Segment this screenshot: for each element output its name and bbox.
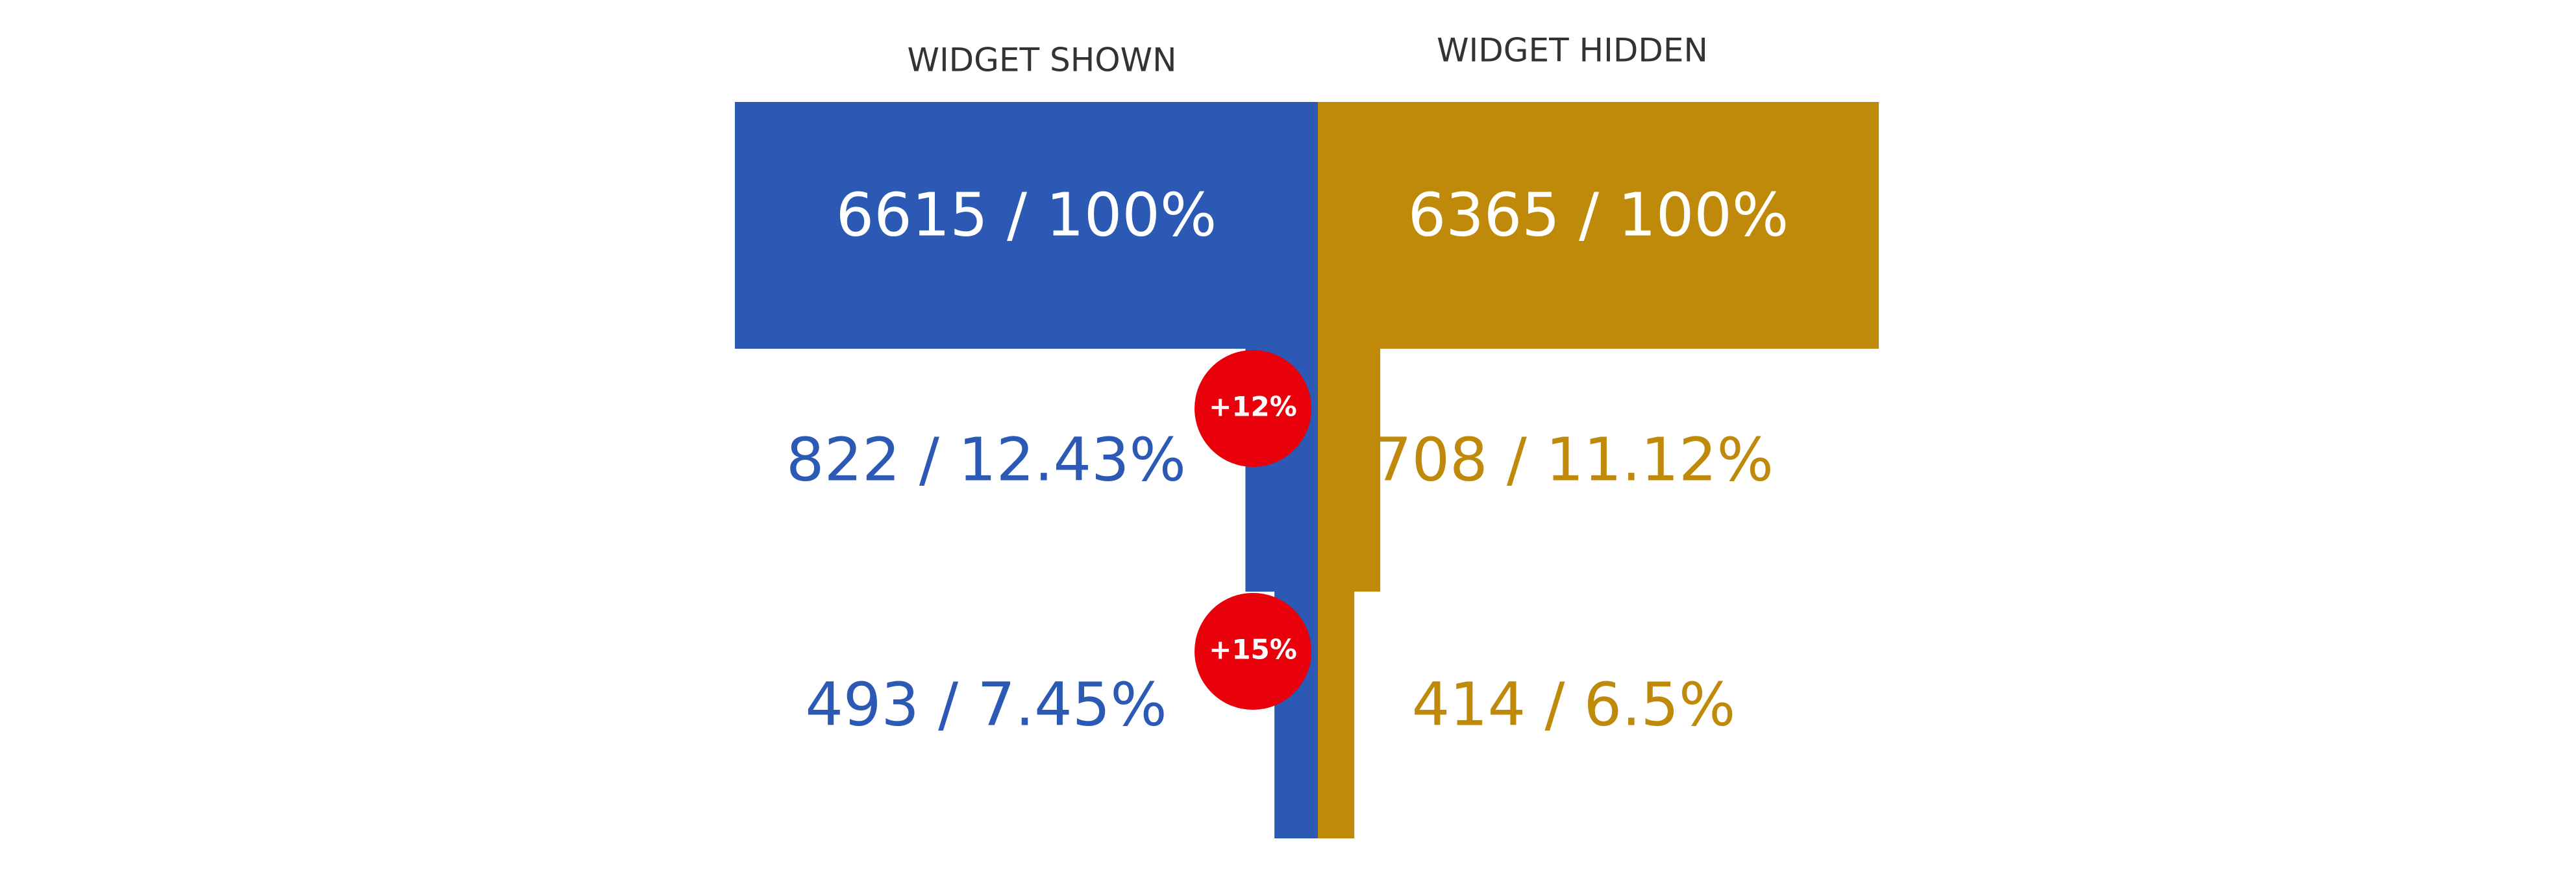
funnel-bar bbox=[1318, 349, 1381, 592]
funnel-bar bbox=[1318, 102, 1879, 349]
series-title: WIDGET SHOWN bbox=[908, 42, 1177, 79]
value-label: 822 / 12.43% bbox=[786, 425, 1186, 494]
change-badge-label: +12% bbox=[1209, 391, 1297, 423]
funnel-bar bbox=[1318, 592, 1355, 838]
change-badge-label: +15% bbox=[1209, 634, 1297, 666]
value-label: 708 / 11.12% bbox=[1374, 425, 1774, 494]
series-title: WIDGET HIDDEN bbox=[1437, 32, 1708, 69]
funnel-bar bbox=[735, 102, 1318, 349]
value-label: 414 / 6.5% bbox=[1412, 670, 1736, 739]
value-label: 493 / 7.45% bbox=[805, 670, 1167, 739]
value-label: 6615 / 100% bbox=[836, 180, 1217, 249]
value-label: 6365 / 100% bbox=[1408, 180, 1789, 249]
change-badge bbox=[1195, 350, 1311, 467]
change-badge bbox=[1195, 593, 1311, 710]
